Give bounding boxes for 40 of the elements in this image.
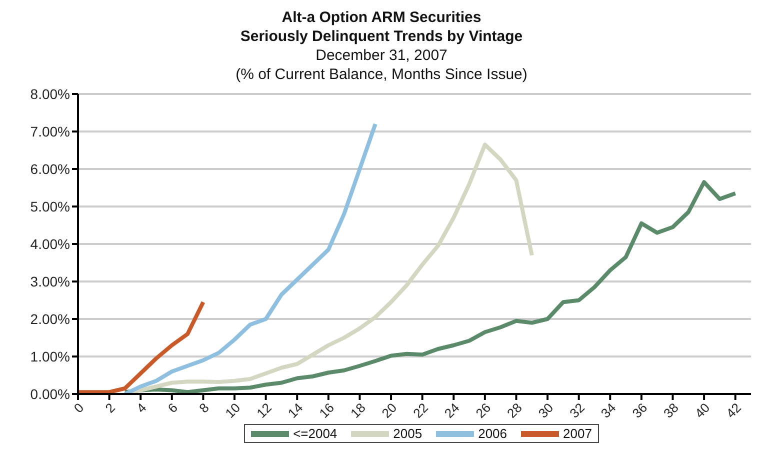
y-tick-label: 6.00% [30, 160, 70, 177]
x-tick-label: 22 [410, 400, 431, 421]
x-tick-label: 4 [134, 400, 150, 416]
line-series [122, 180, 738, 394]
x-tick-label: 20 [378, 400, 400, 421]
x-tick-label: 28 [504, 400, 525, 421]
x-tick-label: 14 [284, 400, 306, 421]
x-tick-label: 18 [348, 400, 368, 421]
y-tick-label: 1.00% [30, 348, 70, 364]
x-tick-label: 36 [629, 400, 650, 421]
x-tick-label: 30 [535, 400, 556, 421]
x-tick-label: 0 [70, 400, 87, 416]
y-tick-label: 2.00% [30, 310, 70, 327]
x-tick-label: 10 [222, 400, 244, 421]
line-series [122, 122, 378, 394]
chart-subtitle: December 31, 2007 (% of Current Balance, Months Since Issue) [234, 46, 528, 84]
legend-label: <=2004 [293, 426, 338, 441]
x-tick-label: 6 [164, 400, 181, 416]
legend-label: 2007 [563, 426, 592, 441]
x-tick-label: 2 [102, 400, 118, 416]
y-tick-label: 7.00% [30, 123, 70, 140]
legend-label: 2005 [393, 426, 422, 441]
x-tick-label: 12 [254, 400, 274, 421]
x-tick-label: 8 [196, 400, 212, 416]
x-tick-label: 26 [472, 400, 494, 421]
y-tick-label: 8.00% [30, 86, 70, 102]
y-tick-label: 5.00% [30, 198, 70, 214]
line-series [78, 300, 206, 394]
y-tick-label: 4.00% [30, 236, 70, 252]
x-tick-label: 38 [660, 400, 682, 421]
x-tick-label: 42 [723, 400, 744, 421]
y-tick-label: 3.00% [30, 273, 70, 290]
y-tick-label: 0.00% [30, 386, 70, 402]
x-tick-label: 40 [692, 400, 713, 421]
legend-label: 2006 [478, 426, 508, 441]
x-tick-label: 32 [566, 400, 588, 421]
chart-title: Alt-a Option ARM Securities Seriously Delinquent Trends by Vintage [239, 8, 524, 46]
x-tick-label: 16 [316, 400, 338, 421]
x-tick-label: 34 [598, 400, 619, 421]
x-tick-label: 24 [441, 400, 462, 421]
